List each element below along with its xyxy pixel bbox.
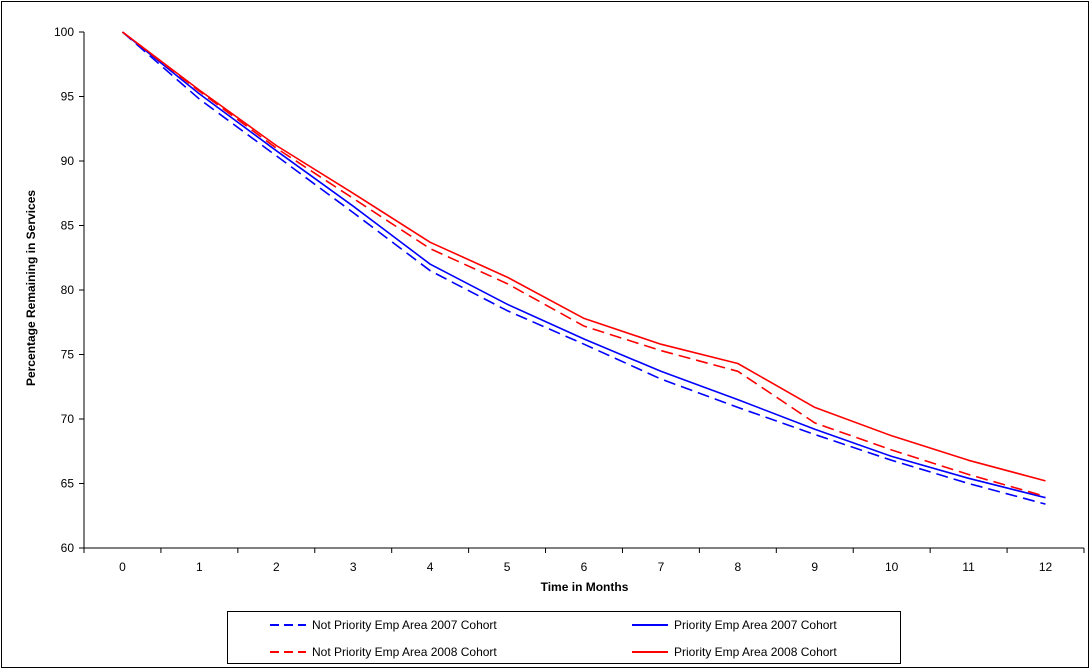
- y-tick-label: 75: [61, 348, 75, 362]
- series-line-3: [122, 31, 1046, 498]
- x-tick-label: 10: [885, 560, 899, 574]
- series-line-1: [121, 31, 1046, 505]
- legend-label-3: Not Priority Emp Area 2008 Cohort: [312, 645, 497, 659]
- y-tick-label: 70: [61, 412, 75, 426]
- y-tick-label: 85: [61, 219, 75, 233]
- x-axis-title: Time in Months: [541, 580, 629, 594]
- x-tick-label: 8: [735, 560, 742, 574]
- y-tick-label: 90: [61, 154, 75, 168]
- series-line-2: [121, 31, 1046, 499]
- x-tick-label: 9: [811, 560, 818, 574]
- x-tick-label: 3: [350, 560, 357, 574]
- x-tick-label: 5: [504, 560, 511, 574]
- x-tick-label: 4: [427, 560, 434, 574]
- series-line-4: [122, 31, 1046, 482]
- y-tick-label: 60: [61, 541, 75, 555]
- y-tick-label: 95: [61, 90, 75, 104]
- legend-label-1: Not Priority Emp Area 2007 Cohort: [312, 618, 497, 632]
- x-tick-label: 1: [196, 560, 203, 574]
- x-tick-label: 12: [1039, 560, 1053, 574]
- x-tick-label: 0: [119, 560, 126, 574]
- legend: Not Priority Emp Area 2007 Cohort Priorit…: [227, 611, 901, 664]
- legend-label-4: Priority Emp Area 2008 Cohort: [674, 645, 837, 659]
- y-tick-label: 65: [61, 477, 75, 491]
- x-tick-label: 2: [273, 560, 280, 574]
- x-tick-label: 7: [658, 560, 665, 574]
- y-tick-label: 100: [54, 25, 74, 39]
- x-tick-label: 6: [581, 560, 588, 574]
- x-tick-label: 11: [962, 560, 975, 574]
- y-tick-label: 80: [61, 283, 75, 297]
- legend-box: [227, 611, 901, 664]
- series-lines: [121, 31, 1046, 505]
- y-axis-title: Percentage Remaining in Services: [24, 190, 38, 386]
- legend-label-2: Priority Emp Area 2007 Cohort: [674, 618, 837, 632]
